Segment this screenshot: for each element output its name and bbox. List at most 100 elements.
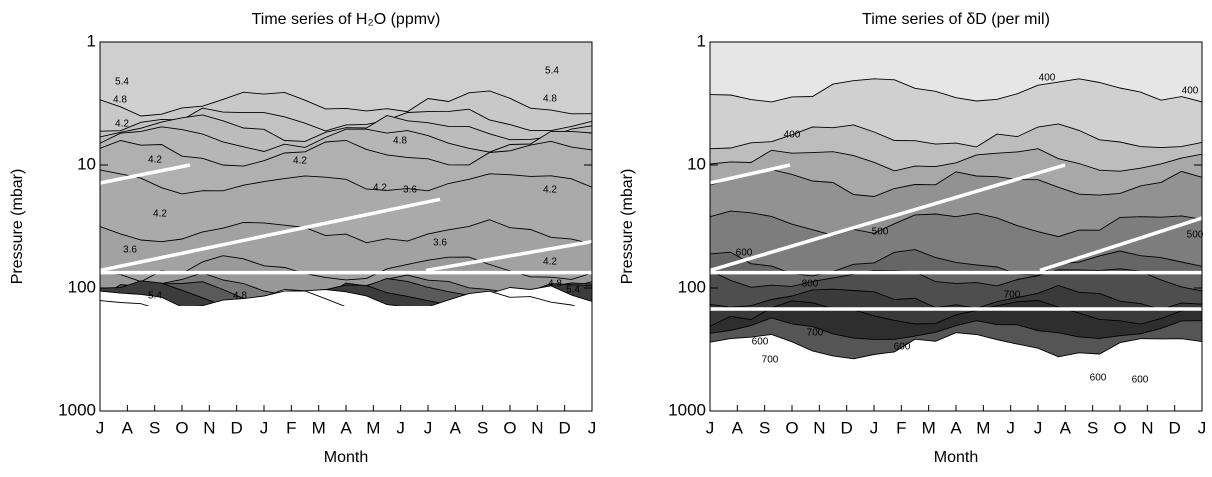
x-tick-label: J bbox=[260, 418, 269, 437]
contour-line bbox=[710, 268, 1202, 292]
contour-label: 4.2 bbox=[148, 155, 162, 166]
contour-line bbox=[100, 90, 592, 117]
x-tick-label: M bbox=[312, 418, 326, 437]
contour-line bbox=[710, 332, 1202, 360]
x-tick-label: A bbox=[122, 418, 134, 437]
contour-line bbox=[710, 317, 1202, 340]
y-tick-label: 10 bbox=[687, 154, 706, 173]
x-tick-label: A bbox=[1060, 418, 1072, 437]
contours bbox=[100, 42, 592, 411]
panel: 5.4 4.8 4.2 4.2 4.2 3.6 5.4 4.8 4.2 4.8 4.2 3.6 3.6 4… bbox=[9, 11, 596, 466]
y-tick-label: 1000 bbox=[58, 400, 96, 419]
x-tick-label: O bbox=[1113, 418, 1126, 437]
contour-label: 400 bbox=[784, 130, 801, 141]
overlay-line bbox=[1039, 216, 1202, 273]
contour-label: 4.2 bbox=[293, 156, 307, 167]
x-tick-label: F bbox=[896, 418, 906, 437]
contour-line bbox=[710, 210, 1202, 238]
contour-label: 4.2 bbox=[373, 183, 387, 194]
x-axis-title: Month bbox=[934, 449, 978, 466]
y-tick-label: 100 bbox=[678, 277, 706, 296]
contour-label: 5.4 bbox=[566, 285, 580, 296]
y-axis-title: Pressure (mbar) bbox=[619, 169, 636, 285]
x-tick-label: J bbox=[1198, 418, 1207, 437]
x-tick-label: D bbox=[1169, 418, 1181, 437]
overlay-line bbox=[425, 239, 592, 273]
contour-label: 600 bbox=[1132, 375, 1149, 386]
panel: 400 400 400 500 500 600 700 700 600 800 700 600 600 6… bbox=[619, 11, 1206, 466]
x-tick-label: F bbox=[286, 418, 296, 437]
contour-label: 500 bbox=[1187, 230, 1204, 241]
contour-label: 800 bbox=[802, 279, 819, 290]
contour-label: 600 bbox=[894, 342, 911, 353]
contour-line bbox=[100, 139, 592, 167]
contour-label: 400 bbox=[1182, 86, 1199, 97]
contour-label: 4.8 bbox=[543, 94, 557, 105]
x-tick-label: N bbox=[203, 418, 215, 437]
contour-label: 600 bbox=[752, 337, 769, 348]
x-tick-label: J bbox=[870, 418, 879, 437]
contour-label: 3.6 bbox=[403, 185, 417, 196]
contour-label: 4.8 bbox=[233, 291, 247, 302]
contour-label: 4.2 bbox=[115, 119, 129, 130]
x-tick-label: S bbox=[477, 418, 488, 437]
x-axis-title: Month bbox=[324, 449, 368, 466]
x-tick-label: M bbox=[976, 418, 990, 437]
y-tick-label: 1 bbox=[87, 31, 96, 50]
contour-label: 4.2 bbox=[153, 209, 167, 220]
x-tick-label: N bbox=[531, 418, 543, 437]
contour-line bbox=[100, 126, 592, 153]
x-tick-label: J bbox=[706, 418, 715, 437]
contour-label: 3.6 bbox=[123, 245, 137, 256]
x-tick-label: D bbox=[841, 418, 853, 437]
y-tick-label: 1000 bbox=[668, 400, 706, 419]
x-tick-label: S bbox=[1087, 418, 1098, 437]
contours bbox=[710, 42, 1202, 411]
overlay-line bbox=[710, 163, 791, 185]
chart-title: Time series of H₂O (ppmv) bbox=[252, 11, 441, 28]
x-tick-label: A bbox=[450, 418, 462, 437]
x-tick-label: J bbox=[1006, 418, 1015, 437]
contour-label: 700 bbox=[1004, 290, 1021, 301]
contour-label: 4.8 bbox=[548, 279, 562, 290]
contour-line bbox=[710, 300, 1202, 327]
contour-band bbox=[710, 332, 1202, 411]
contour-label: 700 bbox=[762, 355, 779, 366]
x-tick-label: N bbox=[1141, 418, 1153, 437]
contour-label: 400 bbox=[1039, 73, 1056, 84]
overlay-line bbox=[100, 197, 441, 273]
x-tick-label: J bbox=[396, 418, 405, 437]
x-tick-label: O bbox=[175, 418, 188, 437]
contour-line bbox=[710, 148, 1202, 172]
x-tick-label: J bbox=[1034, 418, 1043, 437]
x-tick-label: S bbox=[759, 418, 770, 437]
x-tick-label: D bbox=[559, 418, 571, 437]
contour-label: 600 bbox=[736, 248, 753, 259]
chart-title: Time series of δD (per mil) bbox=[862, 11, 1050, 28]
y-tick-label: 100 bbox=[68, 277, 96, 296]
contour-line bbox=[100, 219, 592, 245]
x-tick-label: J bbox=[424, 418, 433, 437]
x-tick-label: O bbox=[503, 418, 516, 437]
contour-label: 4.8 bbox=[393, 136, 407, 147]
contour-label: 5.4 bbox=[545, 66, 559, 77]
x-tick-label: N bbox=[813, 418, 825, 437]
overlay-line bbox=[710, 163, 1066, 273]
y-tick-label: 1 bbox=[697, 31, 706, 50]
x-tick-label: J bbox=[96, 418, 105, 437]
contour-label: 500 bbox=[872, 227, 889, 238]
contour-label: 5.4 bbox=[148, 291, 162, 302]
x-tick-label: O bbox=[785, 418, 798, 437]
contour-label: 600 bbox=[1090, 373, 1107, 384]
contour-line bbox=[100, 169, 592, 195]
contour-line bbox=[100, 114, 592, 142]
x-tick-label: A bbox=[340, 418, 352, 437]
contour-line bbox=[710, 285, 1202, 310]
overlay-line bbox=[100, 163, 191, 185]
contour-label: 4.2 bbox=[543, 257, 557, 268]
x-tick-label: J bbox=[588, 418, 597, 437]
y-axis-title: Pressure (mbar) bbox=[9, 169, 26, 285]
x-tick-label: A bbox=[950, 418, 962, 437]
x-tick-label: D bbox=[231, 418, 243, 437]
